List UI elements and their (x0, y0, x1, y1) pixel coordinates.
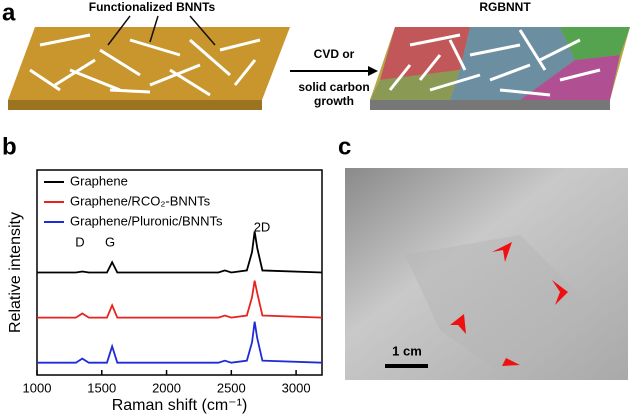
nanotube (39, 33, 91, 47)
nanotube (409, 33, 461, 47)
panel-label: c (338, 133, 351, 160)
peak-annotation: D (75, 234, 84, 249)
nanotube (499, 88, 551, 97)
nanotube (489, 63, 531, 82)
nanotube (189, 38, 231, 77)
x-tick-label: 1500 (87, 380, 116, 395)
nanotube (149, 63, 201, 87)
nanotube (69, 68, 121, 92)
left-label: Functionalized BNNTs (89, 0, 216, 14)
nanotube (99, 48, 141, 77)
nanotube (219, 38, 261, 52)
peak-annotation: 2D (254, 219, 271, 234)
pointers (107, 15, 216, 46)
markers (450, 242, 568, 366)
arrow-text: CVD or (314, 47, 355, 61)
slab-left (8, 27, 290, 100)
nanotube (29, 68, 61, 92)
spectrum (37, 321, 323, 364)
nanotube (469, 43, 521, 57)
arrow-text: solid carbon (298, 80, 369, 94)
slab-right (370, 27, 630, 100)
panel-label: b (2, 133, 17, 160)
legend-label: Graphene/RCO₂-BNNTs (70, 193, 211, 208)
nanotubes (29, 29, 601, 97)
nanotube (388, 64, 412, 91)
panel-label: a (2, 0, 16, 26)
nanotube (559, 68, 601, 82)
x-tick-label: 2500 (217, 380, 246, 395)
x-axis-label: Raman shift (cm⁻¹) (112, 397, 248, 414)
arrow-head (368, 66, 378, 76)
spectrum (37, 231, 323, 274)
y-axis-label: Relative intensity (7, 212, 24, 333)
spectrum (37, 280, 323, 319)
nanotube (109, 88, 151, 94)
nanotube (448, 39, 467, 71)
x-tick-label: 1000 (23, 380, 52, 395)
nanotube (539, 38, 581, 62)
peak-annotation: G (105, 234, 115, 249)
nanotube (233, 59, 257, 86)
graphene-sheet (405, 235, 585, 372)
x-tick-label: 2000 (152, 380, 181, 395)
slab-side (8, 100, 262, 110)
x-tick-label: 3000 (282, 380, 311, 395)
nanotube (518, 29, 547, 71)
legend-label: Graphene (70, 173, 128, 188)
nanotube (418, 54, 442, 81)
legend-label: Graphene/Pluronic/BNNTs (70, 213, 223, 228)
nanotube (429, 73, 481, 92)
slab-side (370, 100, 610, 110)
nanotube (169, 68, 211, 97)
raman-chart: 1000 1500 2000 2500 3000 Raman shift (cm⁻¹) Re… (7, 169, 323, 414)
arrow-text: growth (314, 94, 354, 108)
scale-label: 1 cm (392, 343, 422, 358)
nanotube (129, 38, 181, 57)
right-label: RGBNNT (479, 0, 531, 14)
